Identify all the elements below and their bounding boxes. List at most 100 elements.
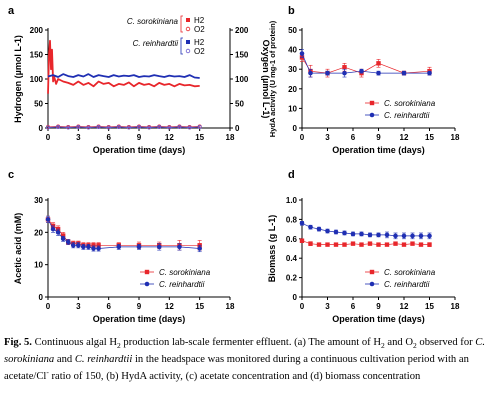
legend-label: C. sorokiniana	[384, 268, 436, 277]
x-tick-label: 18	[451, 133, 460, 142]
y-tick-label: 30	[34, 196, 43, 205]
x-tick-label: 15	[425, 133, 434, 142]
y-tick-label: 150	[30, 51, 44, 60]
legend-gas-label: O2	[194, 47, 205, 56]
data-point	[60, 236, 66, 242]
y-tick-label: 0.8	[286, 215, 298, 224]
y-tick-label: 0.4	[286, 254, 298, 263]
x-tick-label: 12	[400, 133, 409, 142]
caption-segment: C. reinhardtii	[74, 353, 133, 365]
data-point	[50, 226, 56, 232]
legend-label: C. reinhardtii	[384, 111, 430, 120]
data-point	[342, 242, 347, 247]
legend: C. sorokiniana C. reinhardtii	[365, 99, 436, 120]
data-point	[384, 232, 390, 238]
x-tick-label: 18	[226, 133, 235, 142]
data-point	[299, 51, 305, 56]
data-point	[418, 242, 424, 247]
panel-d: d 0 3 6 9 12 15 18 0 0.2 0.4 0.6 0.8 1.0 Operation tim…	[267, 169, 460, 324]
x-tick-label: 18	[451, 302, 460, 311]
data-point	[376, 242, 381, 247]
data-point	[308, 241, 313, 246]
x-tick-label: 12	[400, 302, 409, 311]
data-point	[116, 125, 121, 130]
x-tick-label: 3	[325, 302, 330, 311]
x-tick-label: 9	[376, 302, 381, 311]
data-point	[136, 244, 142, 250]
y-tick-label: 30	[288, 65, 297, 74]
x-tick-label: 12	[165, 133, 174, 142]
data-point	[116, 244, 122, 250]
data-point	[359, 231, 364, 237]
x-axis-label: Operation time (days)	[93, 314, 186, 324]
legend-marker	[185, 48, 191, 54]
data-point	[367, 241, 373, 246]
x-tick-label: 9	[137, 302, 142, 311]
x-tick-label: 18	[226, 302, 235, 311]
x-tick-label: 6	[106, 133, 111, 142]
x-tick-label: 12	[165, 302, 174, 311]
data-point	[393, 241, 398, 246]
data-point	[136, 125, 141, 130]
data-point	[427, 242, 432, 247]
caption-segment: ratio of 150, (b) HydA activity, (c) ace…	[48, 371, 421, 383]
y-axis-label: HydA activity (U mg-1 of protein)	[268, 20, 277, 137]
data-point	[56, 125, 61, 130]
y-tick-label: 0	[39, 293, 44, 302]
y-tick-label: 0	[293, 124, 298, 133]
data-point	[197, 246, 202, 251]
data-point	[427, 70, 432, 76]
data-point	[91, 246, 96, 251]
y-tick-label: 10	[34, 261, 43, 270]
y2-tick-label: 200	[235, 26, 249, 35]
data-point	[333, 242, 339, 247]
data-point	[325, 242, 330, 247]
y2-tick-label: 100	[235, 75, 249, 84]
series-line-O2	[47, 126, 200, 128]
legend-marker	[369, 100, 375, 106]
legend-marker	[144, 281, 150, 287]
series-line	[47, 219, 200, 246]
legend-marker	[185, 26, 191, 32]
data-point	[401, 242, 407, 247]
data-point	[81, 244, 86, 250]
data-point	[316, 226, 322, 232]
data-point	[96, 243, 101, 248]
legend-label: C. sorokiniana	[159, 268, 211, 277]
legend-label: C. sorokiniana	[384, 99, 436, 108]
legend-gas-label: H2	[194, 38, 205, 47]
caption-segment: in the headspace was monitored during a …	[4, 353, 469, 383]
data-point	[325, 228, 330, 234]
y-tick-label: 40	[288, 46, 297, 55]
data-point	[384, 242, 390, 247]
data-point	[376, 61, 381, 66]
panel-letter: d	[288, 169, 295, 181]
caption-segment: -	[46, 367, 49, 377]
data-point	[86, 125, 91, 130]
x-tick-label: 3	[325, 133, 330, 142]
series-line	[301, 222, 430, 237]
panel-c: c 0 3 6 9 12 15 18 0 10 20 30 Operation time (days) A…	[8, 169, 235, 324]
figure-caption: Fig. 5. Continuous algal H2 production l…	[4, 336, 496, 384]
legend-bracket	[180, 15, 183, 33]
caption-segment: production lab-scale fermenter effluent.…	[120, 337, 381, 348]
data-point	[46, 125, 51, 130]
x-tick-label: 0	[46, 133, 51, 142]
legend-marker	[369, 112, 375, 118]
y-axis-label: Biomass (g L-1)	[267, 215, 277, 283]
data-point	[45, 217, 51, 222]
x-tick-label: 6	[351, 133, 356, 142]
data-point	[427, 233, 432, 239]
y-tick-label: 10	[288, 104, 297, 113]
x-tick-label: 6	[351, 302, 356, 311]
x-tick-label: 3	[76, 133, 81, 142]
data-point	[106, 125, 111, 130]
caption-text: Continuous algal H2 production lab-scale…	[4, 337, 485, 382]
data-point	[147, 125, 152, 130]
data-point	[367, 232, 373, 238]
data-point	[418, 233, 424, 239]
legend: C. sorokiniana C. reinhardtii	[140, 268, 211, 289]
legend-marker	[186, 40, 190, 44]
legend-label: C. reinhardtii	[133, 39, 179, 48]
